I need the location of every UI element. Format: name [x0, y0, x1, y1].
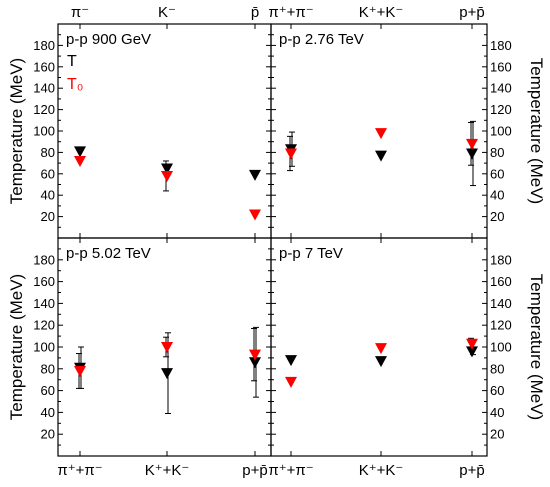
data-point-t [466, 148, 478, 160]
y-tick-label: 40 [41, 188, 55, 203]
y-tick-label: 80 [41, 145, 55, 160]
panel-1: 20 40 60 80 100 120 140 160 180 π⁻ K⁻ p̄ Temperature… [7, 4, 272, 239]
data-point-t0 [249, 209, 261, 221]
y-tick-label: 160 [490, 274, 512, 289]
panel-3: 20 40 60 80 100 120 140 160 180 π⁺+π⁻ K⁺+K⁻ p+p̄ Tem… [7, 237, 272, 479]
y-tick-label: 100 [490, 124, 512, 139]
data-point-t0 [466, 338, 478, 350]
panel-title: p-p 5.02 TeV [66, 245, 151, 262]
panel-title: p-p 7 TeV [279, 245, 343, 262]
category-label: π⁺+π⁻ [57, 462, 102, 479]
data-point-t [161, 368, 173, 380]
y-tick-label: 40 [490, 405, 504, 420]
y-tick-label: 100 [490, 340, 512, 355]
y-tick-label: 180 [490, 38, 512, 53]
y-tick-label: 60 [490, 383, 504, 398]
category-label: p+p̄ [242, 462, 267, 479]
data-point-t [249, 357, 261, 369]
legend-entry: T [67, 53, 77, 70]
y-tick-label: 100 [33, 340, 55, 355]
panel-title: p-p 900 GeV [66, 31, 151, 48]
category-label: p+p̄ [459, 4, 484, 21]
panel-4: 20 40 60 80 100 120 140 160 180 π⁺+π⁻ K⁺+K⁻ p+p̄ Tem… [268, 237, 546, 479]
data-point-t0 [161, 170, 173, 182]
data-point-t0 [375, 343, 387, 355]
category-label: π⁺+π⁻ [268, 4, 313, 21]
category-label: p+p̄ [459, 462, 484, 479]
data-point-t0 [375, 128, 387, 140]
y-tick-label: 120 [33, 318, 55, 333]
legend-entry: T₀ [67, 76, 83, 93]
y-tick-label: 160 [490, 59, 512, 74]
data-point-t0 [74, 365, 86, 377]
y-tick-label: 120 [490, 102, 512, 117]
category-label: p̄ [251, 4, 259, 21]
data-point-t [466, 346, 478, 358]
y-tick-label: 140 [490, 81, 512, 96]
data-point-t [375, 356, 387, 368]
y-tick-label: 160 [33, 274, 55, 289]
data-point-t [74, 146, 86, 158]
y-tick-label: 120 [33, 102, 55, 117]
data-point-t0 [74, 155, 86, 167]
y-tick-label: 20 [41, 209, 55, 224]
y-axis-title: Temperature (MeV) [7, 274, 26, 420]
data-point-t0 [161, 342, 173, 353]
y-tick-label: 40 [490, 188, 504, 203]
panel-title: p-p 2.76 TeV [279, 31, 364, 48]
y-tick-label: 140 [490, 296, 512, 311]
y-tick-label: 80 [490, 361, 504, 376]
y-axis-title: Temperature (MeV) [527, 274, 546, 420]
y-tick-label: 180 [33, 38, 55, 53]
data-point-t [285, 355, 297, 367]
category-label: K⁺+K⁻ [145, 462, 190, 479]
panel-2: 20 40 60 80 100 120 140 160 180 π⁺+π⁻ K⁺+K⁻ p+p̄ Tem… [268, 4, 546, 239]
y-tick-label: 100 [33, 124, 55, 139]
y-tick-label: 60 [41, 166, 55, 181]
y-tick-label: 60 [490, 166, 504, 181]
category-label: π⁺+π⁻ [268, 462, 313, 479]
category-label: K⁺+K⁻ [359, 4, 404, 21]
category-label: π⁻ [71, 4, 89, 21]
y-tick-label: 180 [33, 252, 55, 267]
category-label: K⁻ [158, 4, 176, 21]
y-axis-title: Temperature (MeV) [7, 58, 26, 204]
y-tick-label: 120 [490, 318, 512, 333]
data-point-t [375, 150, 387, 162]
data-point-t [161, 163, 173, 175]
y-tick-label: 140 [33, 296, 55, 311]
y-tick-label: 20 [490, 209, 504, 224]
panel-frame [57, 23, 272, 239]
y-tick-label: 20 [490, 427, 504, 442]
y-tick-label: 60 [41, 383, 55, 398]
y-tick-label: 80 [41, 361, 55, 376]
data-point-t0 [285, 376, 297, 388]
y-tick-label: 180 [490, 252, 512, 267]
category-label: K⁺+K⁻ [359, 462, 404, 479]
y-tick-label: 160 [33, 59, 55, 74]
data-point-t0 [285, 148, 297, 160]
y-tick-label: 140 [33, 81, 55, 96]
y-axis-title: Temperature (MeV) [527, 58, 546, 204]
y-tick-label: 20 [41, 427, 55, 442]
data-point-t [249, 169, 261, 181]
data-point-t0 [466, 138, 478, 150]
y-tick-label: 40 [41, 405, 55, 420]
y-tick-label: 80 [490, 145, 504, 160]
data-point-t0 [249, 349, 261, 361]
